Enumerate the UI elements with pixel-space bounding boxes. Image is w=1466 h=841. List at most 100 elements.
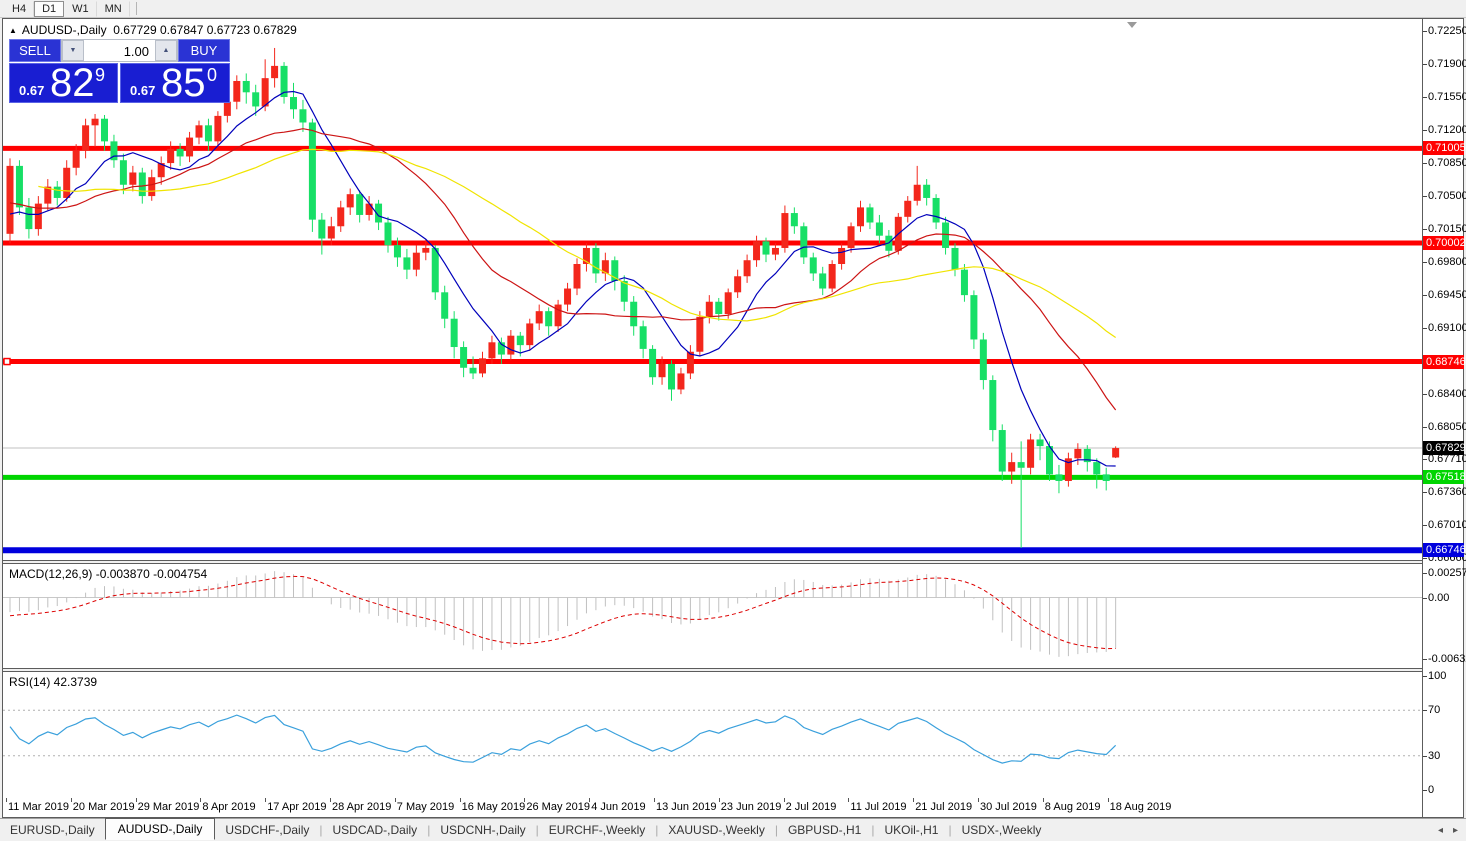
axis-tick (1423, 558, 1427, 560)
axis-tick (1423, 130, 1427, 132)
rsi-label: RSI(14) 42.3739 (9, 675, 98, 689)
axis-tick (1423, 459, 1427, 461)
date-label: 26 May 2019 (526, 801, 590, 813)
panel-divider[interactable] (3, 560, 1463, 564)
timeframe-toolbar: H4 D1 W1 MN (0, 0, 1466, 18)
price-tick-label: 0.68400 (1428, 388, 1466, 401)
chart-tab-gbpusd-h1[interactable]: GBPUSD-,H1 (787, 823, 862, 837)
buy-price-prefix: 0.67 (130, 83, 156, 98)
price-tick-label: 0.72250 (1428, 24, 1466, 37)
time-axis[interactable]: 11 Mar 2019 20 Mar 2019 29 Mar 2019 8 Apr 2… (3, 798, 1422, 816)
one-click-trade-panel: SELL ▼ ▲ BUY 0.67 82 9 0.67 85 0 (9, 39, 230, 105)
time-axis-tick (848, 798, 850, 802)
buy-button[interactable]: BUY (178, 39, 230, 62)
chart-tab-eurchf-weekly[interactable]: EURCHF-,Weekly (548, 823, 646, 837)
tab-scroll-arrows: ◂ ▸ (1438, 825, 1458, 836)
rsi-tick-label: 0 (1428, 784, 1435, 796)
hline-price-badge: 0.71005 (1423, 141, 1466, 156)
volume-up-icon[interactable]: ▲ (155, 40, 177, 61)
axis-tick (1423, 573, 1427, 574)
axis-tick (1423, 196, 1427, 198)
sell-price-display[interactable]: 0.67 82 9 (9, 61, 118, 105)
chart-tab-bar: EURUSD-,Daily AUDUSD-,Daily USDCHF-,Daily |… (0, 818, 1466, 841)
date-label: 8 Aug 2019 (1044, 801, 1101, 813)
macd-tick-label: -0.006326 (1428, 653, 1466, 665)
ma-34-line (38, 148, 1116, 338)
chart-tab-usdcad-daily[interactable]: USDCAD-,Daily (332, 823, 418, 837)
timeframe-button-mn[interactable]: MN (97, 0, 130, 17)
sell-price-prefix: 0.67 (19, 83, 45, 98)
chart-tab-eurusd-daily[interactable]: EURUSD-,Daily (10, 823, 95, 837)
axis-tick (1423, 30, 1427, 32)
time-axis-tick (1107, 798, 1109, 802)
time-axis-tick (978, 798, 979, 802)
date-label: 21 Jul 2019 (915, 801, 973, 813)
macd-signal-line (9, 575, 1116, 650)
macd-indicator-canvas[interactable] (3, 564, 1422, 668)
timeframe-button-d1[interactable]: D1 (34, 0, 65, 17)
axis-tick (1423, 427, 1427, 429)
buy-price-big: 85 (161, 61, 206, 105)
axis-tick (1423, 492, 1427, 494)
date-label: 2 Jul 2019 (785, 801, 837, 813)
price-tick-label: 0.70850 (1428, 157, 1466, 170)
rsi-tick-label: 100 (1428, 670, 1447, 682)
axis-tick (1423, 163, 1427, 165)
macd-histogram (9, 571, 1117, 657)
axis-tick (1423, 295, 1427, 297)
time-axis-tick (459, 798, 461, 802)
time-axis-tick (6, 798, 7, 802)
price-chart-canvas[interactable] (3, 19, 1422, 560)
hline-price-badge: 0.66746 (1423, 543, 1466, 558)
chart-window: 11 Mar 2019 20 Mar 2019 29 Mar 2019 8 Apr 2… (2, 18, 1466, 818)
date-label: 18 Aug 2019 (1109, 801, 1172, 813)
date-label: 8 Apr 2019 (202, 801, 256, 813)
axis-tick (1423, 710, 1427, 712)
chart-shift-marker-icon[interactable] (1127, 22, 1137, 28)
hline-handle[interactable] (3, 357, 11, 366)
rsi-line (9, 714, 1117, 764)
price-axis[interactable]: 0.72250 0.71900 0.71550 0.71200 0.70850 0.705… (1422, 19, 1466, 817)
price-tick-label: 0.70500 (1428, 190, 1466, 203)
tab-separator: | (871, 823, 875, 837)
axis-tick (1423, 790, 1427, 791)
volume-input[interactable] (84, 40, 155, 61)
sell-button[interactable]: SELL (9, 39, 61, 62)
date-label: 20 Mar 2019 (72, 801, 135, 813)
price-tick-label: 0.71550 (1428, 91, 1466, 104)
expand-icon[interactable]: ▲ (9, 26, 17, 35)
panel-divider[interactable] (3, 668, 1463, 672)
date-label: 13 Jun 2019 (656, 801, 717, 813)
hline-price-badge: 0.67518 (1423, 470, 1466, 485)
chart-title-ohlc: 0.67729 0.67847 0.67723 0.67829 (113, 23, 297, 37)
chart-tab-usdcnh-daily[interactable]: USDCNH-,Daily (440, 823, 526, 837)
tab-separator: | (319, 823, 323, 837)
tab-separator: | (948, 823, 952, 837)
date-label: 4 Jun 2019 (591, 801, 646, 813)
volume-down-icon[interactable]: ▼ (62, 40, 84, 61)
chart-tab-usdchf-daily[interactable]: USDCHF-,Daily (225, 823, 310, 837)
axis-tick (1423, 597, 1427, 599)
price-tick-label: 0.68050 (1428, 421, 1466, 434)
axis-tick (1423, 97, 1427, 99)
tab-separator: | (427, 823, 431, 837)
candles (6, 47, 1120, 548)
tab-scroll-right-icon[interactable]: ▸ (1452, 824, 1458, 836)
timeframe-button-h4[interactable]: H4 (4, 0, 35, 17)
axis-tick (1423, 676, 1427, 677)
chart-tab-ukoil-h1[interactable]: UKOil-,H1 (884, 823, 939, 837)
ma-8-line (9, 90, 1116, 467)
chart-tab-xauusd-weekly[interactable]: XAUUSD-,Weekly (668, 823, 765, 837)
chart-tab-audusd-daily[interactable]: AUDUSD-,Daily (104, 818, 216, 840)
tab-scroll-left-icon[interactable]: ◂ (1437, 824, 1443, 836)
time-axis-tick (589, 798, 591, 802)
rsi-indicator-canvas[interactable] (3, 672, 1422, 798)
buy-price-display[interactable]: 0.67 85 0 (120, 61, 230, 105)
price-tick-label: 0.70150 (1428, 223, 1466, 236)
axis-tick (1423, 755, 1427, 757)
time-axis-tick (1042, 798, 1044, 802)
axis-tick (1423, 525, 1427, 527)
time-axis-tick (200, 798, 202, 802)
timeframe-button-w1[interactable]: W1 (64, 0, 97, 17)
chart-tab-usdx-weekly[interactable]: USDX-,Weekly (961, 823, 1042, 837)
